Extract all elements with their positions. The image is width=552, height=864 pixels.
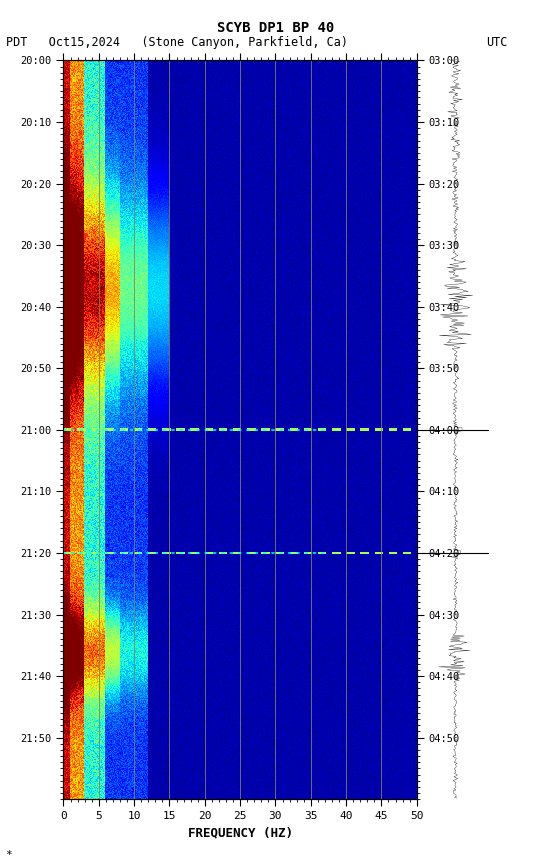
Text: UTC: UTC [486, 36, 507, 49]
X-axis label: FREQUENCY (HZ): FREQUENCY (HZ) [188, 827, 293, 840]
Text: *: * [6, 849, 12, 860]
Text: SCYB DP1 BP 40: SCYB DP1 BP 40 [217, 21, 335, 35]
Text: PDT   Oct15,2024   (Stone Canyon, Parkfield, Ca): PDT Oct15,2024 (Stone Canyon, Parkfield,… [6, 36, 348, 49]
